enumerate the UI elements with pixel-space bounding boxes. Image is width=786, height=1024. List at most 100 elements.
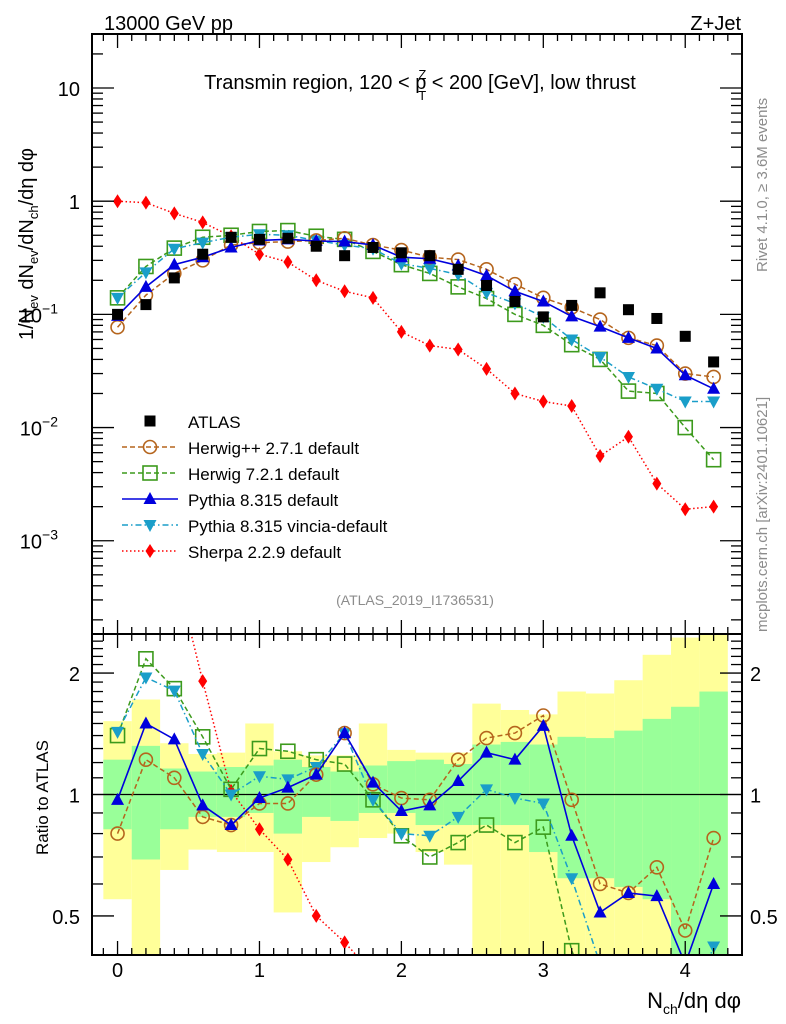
data-point-sherpa — [623, 429, 633, 444]
ratio-point-pythia — [338, 726, 352, 739]
data-point-ATLAS — [168, 272, 180, 284]
legend-entry-vincia: Pythia 8.315 vincia-default — [122, 517, 388, 536]
data-point-ATLAS — [708, 356, 720, 368]
header-left: 13000 GeV pp — [104, 13, 233, 35]
data-point-sherpa — [595, 449, 605, 464]
data-point-ATLAS — [537, 311, 549, 323]
ratio-y-tick-label-left: 0.5 — [52, 907, 80, 929]
ratio-point-herwigpp — [507, 725, 523, 741]
legend-label: Sherpa 2.2.9 default — [188, 543, 341, 562]
data-point-herwig7 — [705, 451, 722, 468]
title-pre: Transmin region, 120 < p — [204, 72, 426, 94]
series-line-herwig7 — [116, 229, 715, 461]
ratio-point-pythia — [423, 798, 437, 811]
data-point-sherpa — [198, 215, 208, 230]
data-point-pythia — [593, 319, 607, 332]
x-ticks — [102, 34, 743, 955]
legend-label: ATLAS — [188, 413, 241, 432]
ratio-point-vincia — [451, 811, 465, 824]
data-point-sherpa — [709, 499, 719, 514]
data-point-ATLAS — [367, 241, 379, 253]
ratio-point-vincia — [167, 685, 181, 698]
ratio-point-pythia — [252, 791, 266, 804]
data-point-ATLAS — [566, 299, 578, 311]
y-tick-base: 10 — [20, 305, 42, 327]
uncertainty-band-inner — [131, 745, 161, 860]
data-point-pythia — [167, 257, 181, 270]
ratio-point-pythia — [167, 732, 181, 745]
y-tick-label: 10 — [58, 79, 80, 101]
ratio-y-ticks — [92, 640, 742, 956]
ratio-point-herwigpp — [195, 809, 210, 825]
data-point-vincia — [707, 396, 721, 409]
data-point-sherpa — [425, 338, 435, 353]
ylabel-sub: ch — [26, 205, 41, 219]
data-point-sherpa — [311, 273, 321, 288]
data-point-vincia — [139, 267, 153, 280]
ratio-point-herwigpp — [138, 752, 154, 767]
uncertainty-band-inner — [330, 771, 359, 821]
data-point-sherpa — [538, 394, 548, 409]
ratio-point-herwigpp — [649, 859, 665, 875]
ratio-point-pythia — [139, 716, 153, 729]
ratio-point-pythia — [536, 718, 550, 731]
data-point-sherpa — [141, 195, 151, 210]
data-point-vincia — [678, 396, 692, 409]
ylabel-part: /dη dφ — [16, 148, 38, 205]
ratio-point-herwig7 — [450, 834, 466, 851]
legend-entry-herwigpp: Herwig++ 2.7.1 default — [122, 439, 359, 458]
ratio-line-herwigpp — [116, 714, 715, 933]
ratio-point-herwig7 — [593, 1010, 607, 1024]
ylabel-sub: ev — [26, 295, 41, 309]
series-line-sherpa — [117, 200, 714, 510]
ratio-point-vincia — [252, 771, 266, 784]
data-point-vincia — [111, 292, 125, 305]
x-tick-label: 4 — [680, 960, 691, 982]
data-point-ATLAS — [452, 263, 464, 275]
data-point-pythia — [224, 240, 238, 253]
ratio-point-sherpa — [113, 384, 122, 398]
ratio-y-tick-label-right: 2 — [750, 664, 761, 686]
ylabel-part: /dN — [16, 219, 38, 250]
ratio-point-pythia — [480, 745, 494, 758]
ratio-point-vincia — [111, 726, 125, 739]
ratio-panel: 0 1 2 3 4 2 2 1 1 0.5 0.5 — [52, 34, 778, 1024]
ratio-point-vincia — [394, 828, 408, 841]
y-tick-label: 10−3 — [20, 527, 58, 554]
y-tick-exp: −2 — [42, 414, 58, 430]
data-point-ATLAS — [225, 231, 237, 243]
x-tick-label: 3 — [538, 960, 549, 982]
ylabel-part: 1/N — [16, 309, 38, 340]
data-point-vincia — [650, 383, 664, 396]
data-point-pythia — [139, 279, 153, 292]
ratio-line-herwig7 — [116, 657, 575, 955]
ratio-point-vincia — [423, 830, 437, 843]
data-point-pythia — [678, 368, 692, 381]
ratio-point-herwig7 — [251, 740, 268, 757]
y-tick-base: 10 — [20, 419, 42, 441]
ratio-y-tick-label-left: 2 — [69, 664, 80, 686]
data-point-sherpa — [254, 247, 264, 262]
data-point-ATLAS — [424, 250, 436, 262]
xlabel-part: /dη dφ — [678, 988, 741, 1013]
data-point-vincia — [423, 263, 437, 276]
y-tick-label: 10−2 — [20, 414, 58, 441]
data-point-ATLAS — [679, 330, 691, 342]
legend-entry-sherpa: Sherpa 2.2.9 default — [122, 543, 341, 562]
ratio-point-herwig7 — [280, 743, 296, 760]
data-point-pythia — [338, 234, 352, 247]
ratio-point-herwig7 — [478, 817, 495, 833]
ratio-point-vincia — [366, 794, 380, 807]
data-point-sherpa — [340, 284, 350, 299]
ratio-series-sherpa — [113, 384, 358, 955]
y-tick-exp: −1 — [42, 300, 58, 316]
ratio-point-pythia — [565, 828, 579, 841]
header-right: Z+Jet — [690, 13, 741, 35]
ratio-point-sherpa — [311, 908, 321, 923]
uncertainty-band-inner — [585, 738, 615, 879]
y-tick-exp: −3 — [42, 527, 58, 543]
ratio-point-herwig7 — [194, 729, 211, 745]
mcplots-text: mcplots.cern.ch [arXiv:2401.10621] — [754, 397, 771, 632]
ratio-point-sherpa — [198, 674, 208, 689]
